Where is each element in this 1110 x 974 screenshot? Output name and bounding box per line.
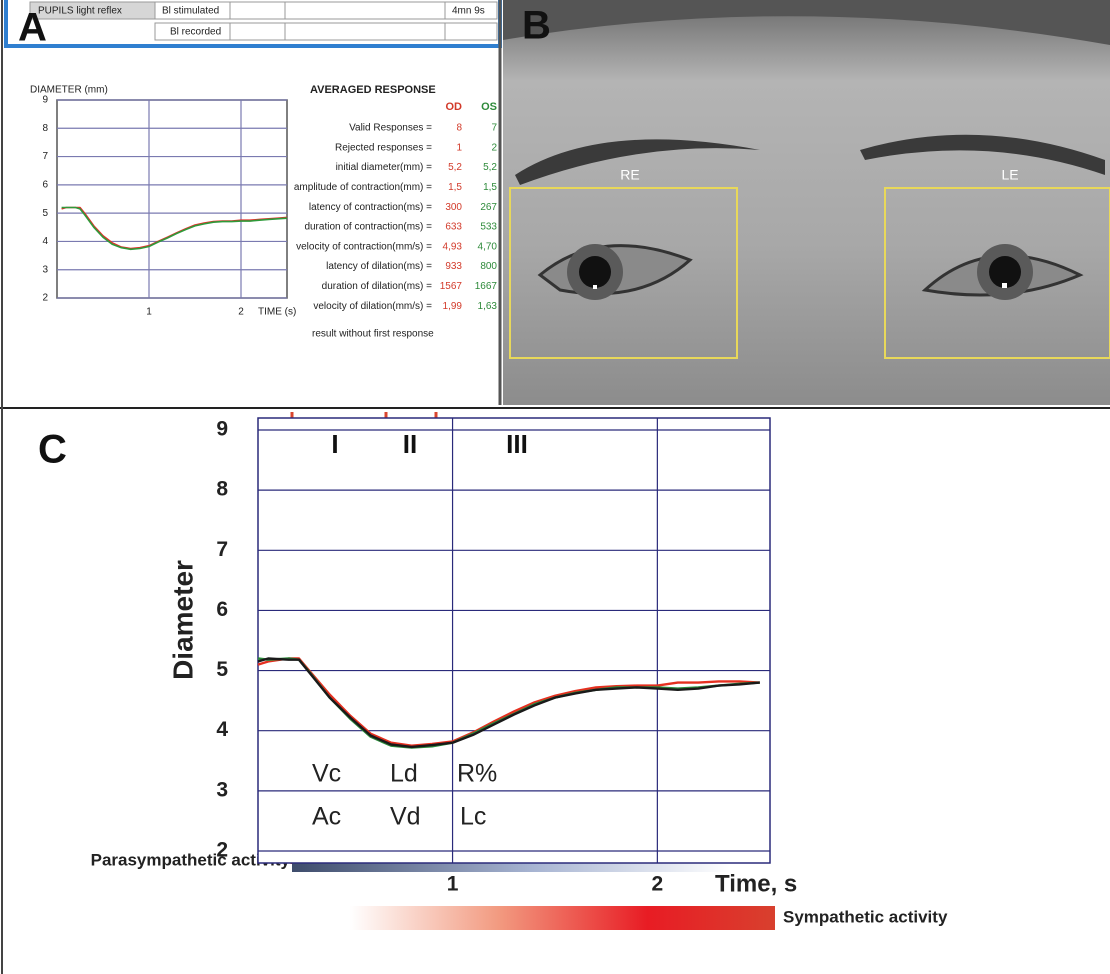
- parameter-label: R%: [457, 760, 497, 788]
- y-tick-label: 8: [216, 478, 228, 501]
- activity-label: Sympathetic activity: [783, 907, 948, 926]
- table-footer: result without first response: [312, 329, 434, 340]
- y-tick-label: 3: [216, 778, 228, 801]
- y-tick-label: 5: [42, 208, 48, 219]
- column-header: OD: [446, 101, 463, 113]
- os-value: 267: [480, 202, 497, 213]
- os-value: 5,2: [483, 162, 497, 173]
- od-value: 633: [445, 222, 462, 233]
- header-cell: 4mn 9s: [452, 6, 485, 17]
- row-label: initial diameter(mm) =: [336, 162, 433, 173]
- header-table: PUPILS light reflex Bl stimulated 4mn 9s…: [6, 0, 500, 46]
- eye-label: LE: [1001, 167, 1018, 183]
- row-label: velocity of contraction(mm/s) =: [296, 241, 432, 252]
- phase-label: III: [506, 429, 528, 459]
- y-tick-label: 7: [216, 538, 228, 561]
- eye-photo: [503, 0, 1110, 405]
- header-cell: PUPILS light reflex: [38, 6, 122, 17]
- os-value: 2: [491, 142, 497, 153]
- header-cell: Bl recorded: [170, 27, 221, 38]
- header-cell: Bl stimulated: [162, 6, 219, 17]
- x-axis-label: Time, s: [715, 870, 797, 897]
- figure: PUPILS light reflex Bl stimulated 4mn 9s…: [0, 0, 1110, 974]
- y-axis-label: Diameter: [167, 560, 198, 680]
- od-value: 300: [445, 202, 462, 213]
- parameter-label: Vd: [390, 803, 421, 831]
- row-label: duration of dilation(ms) =: [322, 281, 432, 292]
- plot-area: [258, 418, 770, 863]
- os-value: 7: [491, 123, 497, 134]
- x-tick-label: 1: [447, 873, 459, 896]
- y-tick-label: 6: [216, 598, 228, 621]
- y-tick-label: 3: [42, 264, 48, 275]
- row-label: latency of contraction(ms) =: [309, 202, 432, 213]
- sympathetic-bar: [350, 906, 775, 930]
- y-tick-label: 9: [42, 95, 48, 106]
- row-label: duration of contraction(ms) =: [304, 222, 432, 233]
- x-axis-label: TIME (s): [258, 307, 296, 318]
- row-label: amplitude of contraction(mm) =: [294, 182, 432, 193]
- y-tick-label: 7: [42, 151, 48, 162]
- table-title: AVERAGED RESPONSE: [310, 84, 436, 96]
- od-value: 1,5: [448, 182, 462, 193]
- od-value: 1: [456, 142, 462, 153]
- os-value: 1,5: [483, 182, 497, 193]
- averaged-response-table: AVERAGED RESPONSE OD OS result without f…: [294, 84, 498, 340]
- y-axis-label: DIAMETER (mm): [30, 85, 108, 96]
- parameter-label: Lc: [460, 803, 486, 831]
- row-label: latency of dilation(ms) =: [326, 261, 432, 272]
- parameter-label: Ac: [312, 803, 341, 831]
- y-tick-label: 2: [42, 293, 48, 304]
- od-value: 1,99: [443, 301, 463, 312]
- y-tick-label: 4: [42, 236, 48, 247]
- od-value: 5,2: [448, 162, 462, 173]
- phase-label: II: [403, 429, 417, 459]
- y-tick-label: 9: [216, 418, 228, 441]
- od-value: 8: [456, 123, 462, 134]
- row-label: Valid Responses =: [349, 123, 432, 134]
- os-value: 533: [480, 222, 497, 233]
- row-label: Rejected responses =: [335, 142, 432, 153]
- phase-label: I: [331, 429, 338, 459]
- panel-letter: C: [38, 428, 67, 472]
- od-value: 933: [445, 261, 462, 272]
- os-value: 1667: [475, 281, 498, 292]
- eye-label: RE: [620, 167, 639, 183]
- plot-area: [57, 100, 287, 298]
- os-value: 4,70: [478, 241, 498, 252]
- y-tick-label: 4: [216, 718, 228, 741]
- parameter-label: Ld: [390, 760, 418, 788]
- x-tick-label: 1: [146, 307, 152, 318]
- y-tick-label: 2: [216, 839, 228, 862]
- panel-letter: A: [18, 6, 47, 50]
- os-value: 800: [480, 261, 497, 272]
- y-tick-label: 5: [216, 658, 228, 681]
- y-tick-label: 8: [42, 123, 48, 134]
- od-value: 1567: [440, 281, 463, 292]
- panel-letter: B: [522, 4, 551, 48]
- column-header: OS: [481, 101, 497, 113]
- x-tick-label: 2: [238, 307, 244, 318]
- parameter-label: Vc: [312, 760, 341, 788]
- row-label: velocity of dilation(mm/s) =: [313, 301, 432, 312]
- y-tick-label: 6: [42, 179, 48, 190]
- od-value: 4,93: [443, 241, 463, 252]
- x-tick-label: 2: [652, 873, 664, 896]
- os-value: 1,63: [478, 301, 498, 312]
